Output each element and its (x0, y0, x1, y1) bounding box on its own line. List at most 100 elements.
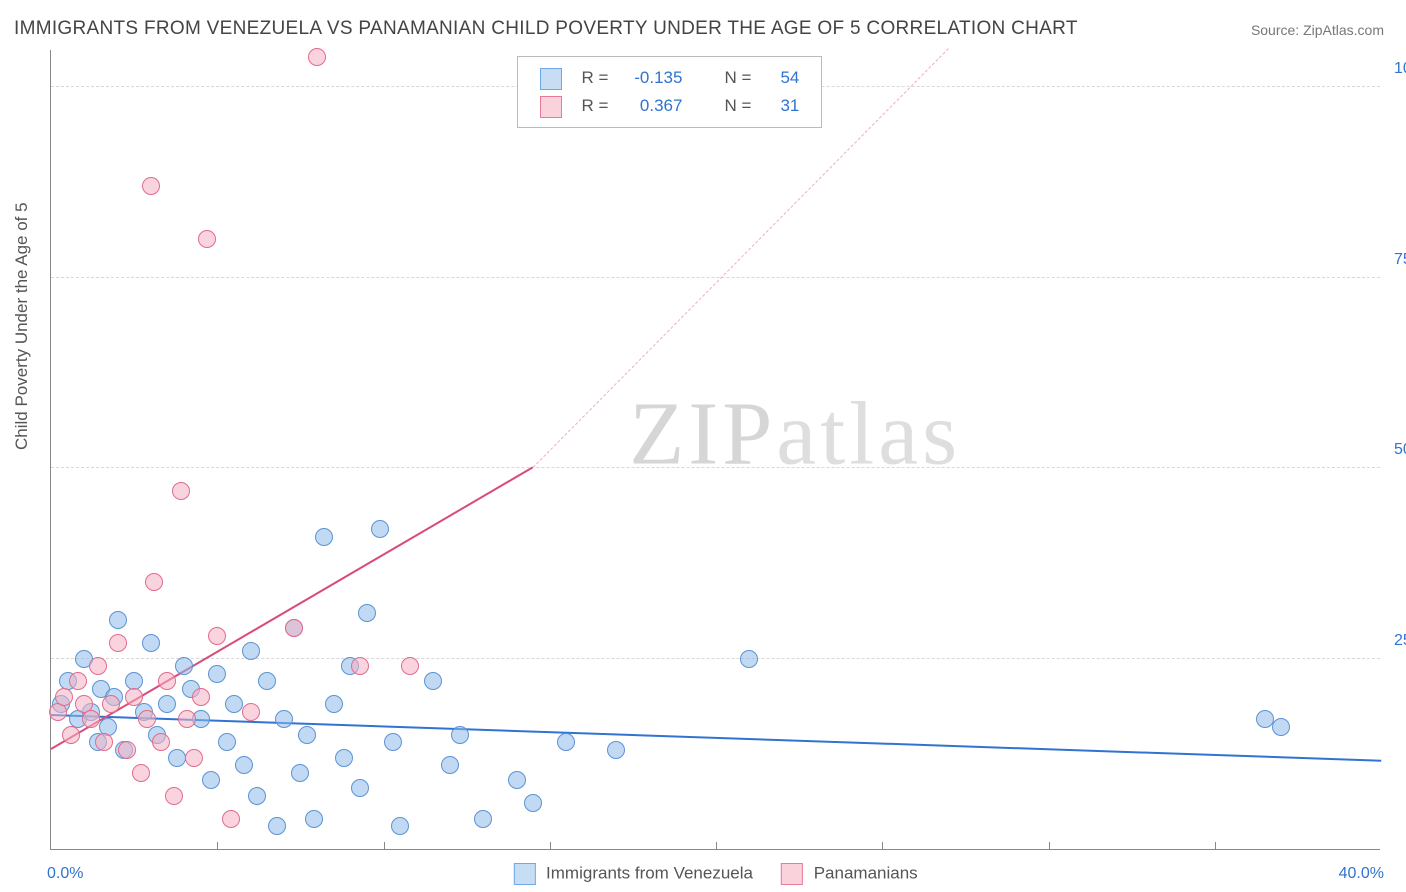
data-point (508, 771, 526, 789)
data-point (165, 787, 183, 805)
source-name: ZipAtlas.com (1303, 22, 1384, 38)
data-point (740, 650, 758, 668)
legend-swatch (781, 863, 803, 885)
gridline (51, 467, 1380, 468)
y-axis-title: Child Poverty Under the Age of 5 (12, 202, 32, 450)
watermark-logo: ZIPatlas (629, 382, 961, 485)
x-tick (1049, 842, 1050, 850)
data-point (401, 657, 419, 675)
x-axis-label-max: 40.0% (1339, 865, 1384, 883)
data-point (308, 48, 326, 66)
data-point (1256, 710, 1274, 728)
data-point (62, 726, 80, 744)
data-point (315, 528, 333, 546)
data-point (557, 733, 575, 751)
data-point (132, 764, 150, 782)
data-point (351, 779, 369, 797)
data-point (351, 657, 369, 675)
data-point (325, 695, 343, 713)
data-point (158, 672, 176, 690)
x-tick (882, 842, 883, 850)
data-point (125, 688, 143, 706)
data-point (441, 756, 459, 774)
x-tick (384, 842, 385, 850)
legend-swatch (540, 96, 562, 118)
x-axis-label-min: 0.0% (47, 865, 83, 883)
data-point (524, 794, 542, 812)
scatter-plot: ZIPatlas 25.0%50.0%75.0%100.0%0.0%40.0%R… (50, 50, 1380, 850)
data-point (142, 634, 160, 652)
data-point (89, 657, 107, 675)
legend-item: Immigrants from Venezuela (513, 863, 753, 885)
correlation-legend: R =-0.135N =54R =0.367N =31 (517, 56, 823, 128)
y-tick-label: 100.0% (1384, 60, 1406, 78)
data-point (305, 810, 323, 828)
data-point (69, 672, 87, 690)
data-point (178, 710, 196, 728)
data-point (258, 672, 276, 690)
data-point (298, 726, 316, 744)
data-point (474, 810, 492, 828)
trend-line (50, 466, 533, 750)
data-point (285, 619, 303, 637)
legend-swatch (540, 68, 562, 90)
y-tick-label: 25.0% (1384, 632, 1406, 650)
data-point (102, 695, 120, 713)
data-point (384, 733, 402, 751)
data-point (175, 657, 193, 675)
gridline (51, 277, 1380, 278)
watermark-a: ZIP (629, 384, 776, 483)
data-point (55, 688, 73, 706)
data-point (152, 733, 170, 751)
data-point (142, 177, 160, 195)
data-point (172, 482, 190, 500)
source-attribution: Source: ZipAtlas.com (1251, 22, 1384, 38)
data-point (291, 764, 309, 782)
data-point (371, 520, 389, 538)
source-label: Source: (1251, 22, 1303, 38)
legend-item: Panamanians (781, 863, 918, 885)
data-point (138, 710, 156, 728)
data-point (145, 573, 163, 591)
data-point (218, 733, 236, 751)
data-point (1272, 718, 1290, 736)
data-point (109, 611, 127, 629)
data-point (248, 787, 266, 805)
x-tick (550, 842, 551, 850)
chart-title: IMMIGRANTS FROM VENEZUELA VS PANAMANIAN … (14, 18, 1078, 40)
data-point (208, 627, 226, 645)
data-point (198, 230, 216, 248)
data-point (424, 672, 442, 690)
legend-table: R =-0.135N =54R =0.367N =31 (532, 63, 808, 121)
data-point (202, 771, 220, 789)
data-point (208, 665, 226, 683)
data-point (168, 749, 186, 767)
x-tick (716, 842, 717, 850)
data-point (335, 749, 353, 767)
legend-swatch (513, 863, 535, 885)
data-point (185, 749, 203, 767)
data-point (391, 817, 409, 835)
data-point (242, 642, 260, 660)
data-point (109, 634, 127, 652)
y-tick-label: 50.0% (1384, 441, 1406, 459)
data-point (95, 733, 113, 751)
data-point (225, 695, 243, 713)
data-point (158, 695, 176, 713)
watermark-b: atlas (776, 384, 961, 483)
data-point (82, 710, 100, 728)
data-point (358, 604, 376, 622)
data-point (222, 810, 240, 828)
data-point (235, 756, 253, 774)
data-point (451, 726, 469, 744)
data-point (192, 688, 210, 706)
data-point (118, 741, 136, 759)
data-point (268, 817, 286, 835)
x-tick (1215, 842, 1216, 850)
data-point (607, 741, 625, 759)
series-legend: Immigrants from Venezuela Panamanians (499, 863, 931, 885)
y-tick-label: 75.0% (1384, 251, 1406, 269)
data-point (275, 710, 293, 728)
x-tick (217, 842, 218, 850)
data-point (242, 703, 260, 721)
